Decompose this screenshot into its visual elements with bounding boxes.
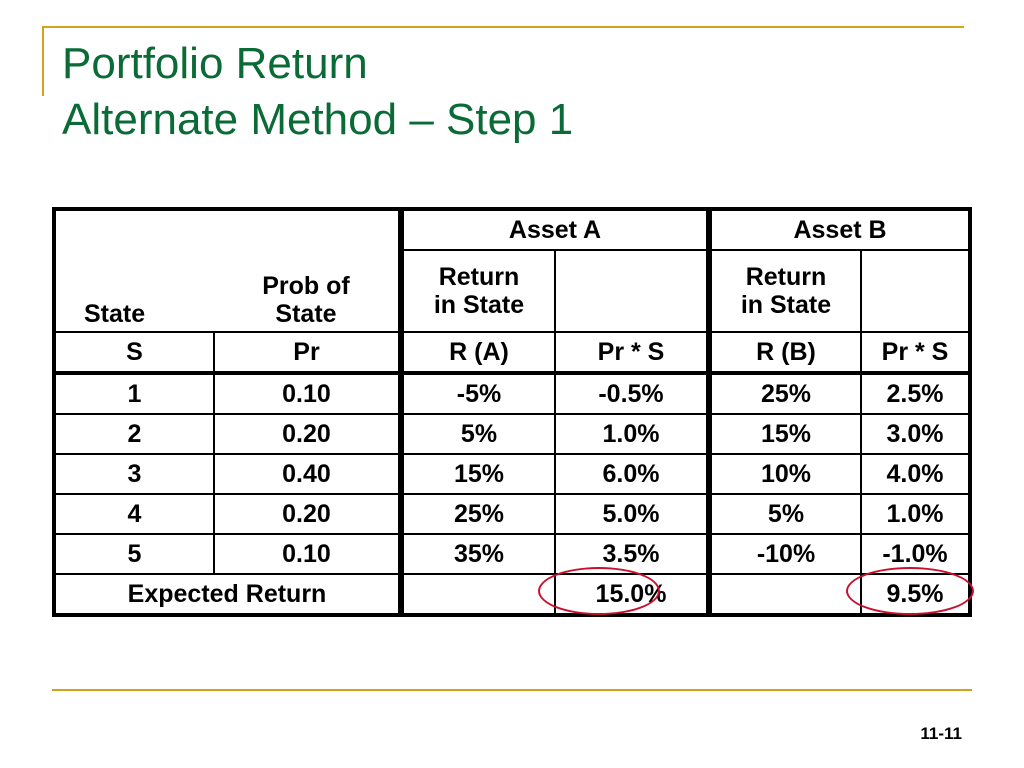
pr-s-b-cell: 4.0% bbox=[860, 453, 971, 495]
return-b-cell: 15% bbox=[706, 413, 862, 455]
return-a-column-label: Return in State bbox=[398, 249, 556, 333]
portfolio-return-table: Asset A Asset B State Prob of State Retu… bbox=[52, 207, 972, 617]
slide-title-line-1: Portfolio Return bbox=[62, 39, 368, 88]
asset-b-header: Asset B bbox=[706, 208, 971, 251]
prob-cell: 0.20 bbox=[213, 413, 402, 455]
pr-s-a-cell: -0.5% bbox=[554, 372, 710, 415]
expected-return-b-value: 9.5% bbox=[860, 573, 971, 616]
state-cell: 2 bbox=[53, 413, 215, 455]
return-a-label-line-1: Return bbox=[438, 263, 520, 291]
prob-column-label: Prob of State bbox=[214, 250, 402, 333]
table-row: 5 0.10 35% 3.5% -10% -1.0% bbox=[53, 533, 971, 575]
symbol-pr-s-b: Pr * S bbox=[860, 331, 971, 375]
table-row: 4 0.20 25% 5.0% 5% 1.0% bbox=[53, 493, 971, 535]
return-b-cell: 5% bbox=[706, 493, 862, 535]
state-cell: 4 bbox=[53, 493, 215, 535]
symbol-pr-s-a: Pr * S bbox=[554, 331, 710, 375]
return-a-cell: 25% bbox=[398, 493, 556, 535]
return-b-label-line-1: Return bbox=[745, 263, 827, 291]
asset-header-row: Asset A Asset B bbox=[53, 208, 971, 251]
return-b-cell: 10% bbox=[706, 453, 862, 495]
expected-return-label: Expected Return bbox=[53, 573, 402, 616]
symbol-return-b: R (B) bbox=[706, 331, 862, 375]
table-row: 1 0.10 -5% -0.5% 25% 2.5% bbox=[53, 372, 971, 415]
pr-s-b-cell: 1.0% bbox=[860, 493, 971, 535]
title-accent-top-line bbox=[42, 26, 964, 28]
pr-s-a-cell: 6.0% bbox=[554, 453, 710, 495]
prob-label-line-1: Prob of bbox=[262, 272, 350, 300]
empty-header-cell bbox=[53, 208, 402, 250]
footer-accent-line bbox=[52, 689, 972, 691]
return-b-column-label: Return in State bbox=[706, 249, 862, 333]
column-label-row: State Prob of State Return in State Retu… bbox=[53, 249, 971, 333]
pr-s-b-cell: 3.0% bbox=[860, 413, 971, 455]
slide-title-line-2: Alternate Method – Step 1 bbox=[62, 95, 574, 144]
pr-s-b-cell: 2.5% bbox=[860, 372, 971, 415]
title-accent-vertical-line bbox=[42, 26, 44, 96]
table-row: 3 0.40 15% 6.0% 10% 4.0% bbox=[53, 453, 971, 495]
prob-cell: 0.20 bbox=[213, 493, 402, 535]
expected-return-a-empty bbox=[398, 573, 556, 616]
state-cell: 5 bbox=[53, 533, 215, 575]
symbol-prob: Pr bbox=[213, 331, 402, 375]
pr-s-a-cell: 3.5% bbox=[554, 533, 710, 575]
return-b-cell: 25% bbox=[706, 372, 862, 415]
pr-s-a-cell: 1.0% bbox=[554, 413, 710, 455]
expected-return-a-value: 15.0% bbox=[554, 573, 710, 616]
state-cell: 1 bbox=[53, 372, 215, 415]
table-row: 2 0.20 5% 1.0% 15% 3.0% bbox=[53, 413, 971, 455]
prob-cell: 0.10 bbox=[213, 372, 402, 415]
prob-cell: 0.10 bbox=[213, 533, 402, 575]
prob-label-line-2: State bbox=[275, 300, 337, 328]
return-a-cell: -5% bbox=[398, 372, 556, 415]
return-b-cell: -10% bbox=[706, 533, 862, 575]
return-a-cell: 5% bbox=[398, 413, 556, 455]
slide-title: Portfolio Return Alternate Method – Step… bbox=[62, 36, 573, 148]
symbol-row: S Pr R (A) Pr * S R (B) Pr * S bbox=[53, 331, 971, 375]
slide-number: 11-11 bbox=[920, 724, 962, 743]
symbol-state: S bbox=[53, 331, 215, 375]
pr-s-b-cell: -1.0% bbox=[860, 533, 971, 575]
prob-cell: 0.40 bbox=[213, 453, 402, 495]
state-column-label: State bbox=[53, 250, 214, 333]
asset-a-header: Asset A bbox=[398, 208, 710, 251]
pr-s-a-cell: 5.0% bbox=[554, 493, 710, 535]
return-a-cell: 35% bbox=[398, 533, 556, 575]
return-a-cell: 15% bbox=[398, 453, 556, 495]
pr-s-a-column-label bbox=[554, 249, 710, 333]
pr-s-b-column-label bbox=[860, 249, 971, 333]
state-cell: 3 bbox=[53, 453, 215, 495]
state-label-text: State bbox=[84, 300, 146, 328]
return-a-label-line-2: in State bbox=[433, 291, 525, 319]
return-b-label-line-2: in State bbox=[740, 291, 832, 319]
expected-return-row: Expected Return 15.0% 9.5% bbox=[53, 573, 971, 616]
symbol-return-a: R (A) bbox=[398, 331, 556, 375]
expected-return-b-empty bbox=[706, 573, 862, 616]
